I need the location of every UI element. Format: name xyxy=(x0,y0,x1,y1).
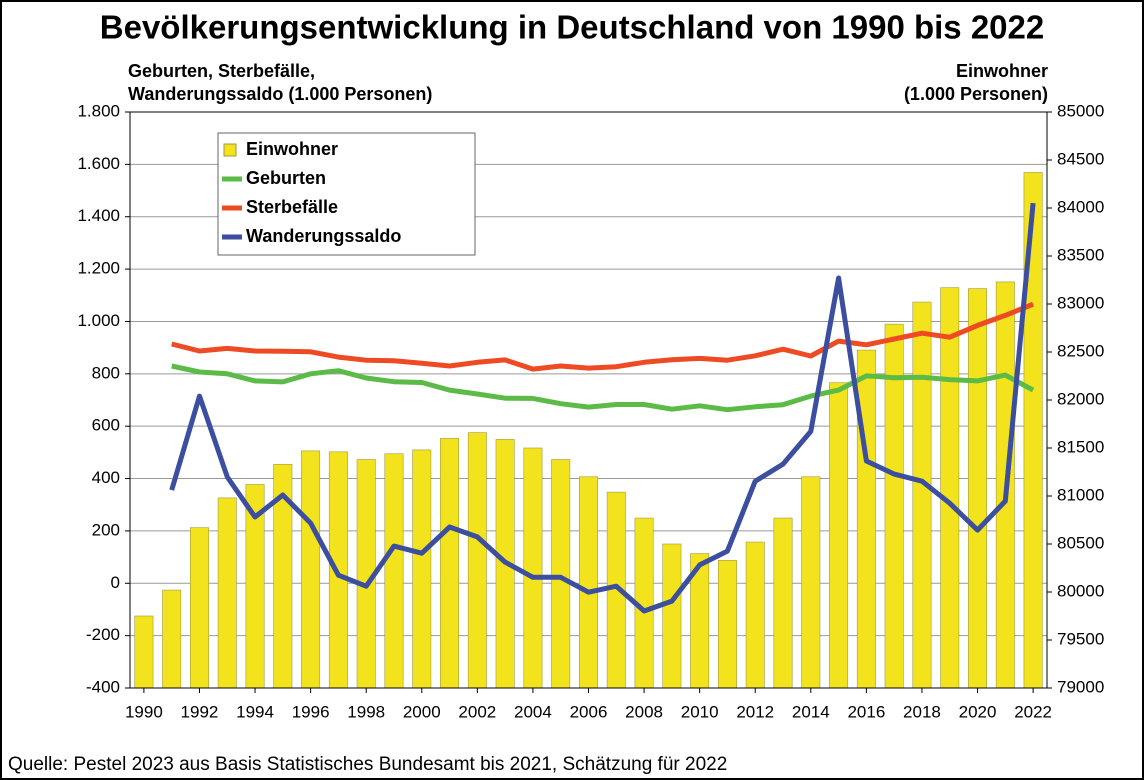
x-tick-label: 2000 xyxy=(403,702,441,721)
bar xyxy=(162,589,182,689)
bar xyxy=(189,527,209,689)
y-tick-label: -400 xyxy=(86,677,120,696)
x-tick-label: 2014 xyxy=(792,702,830,721)
x-tick-label: 2008 xyxy=(625,702,663,721)
y-tick-label: 1.000 xyxy=(77,311,120,330)
line xyxy=(169,202,1036,614)
y-axis-label: Wanderungssaldo (1.000 Personen) xyxy=(128,84,432,104)
plot-border xyxy=(129,111,1048,689)
x-tick-label: 1992 xyxy=(181,702,219,721)
y-tick-label: 1.600 xyxy=(77,154,120,173)
chart-title: Bevölkerungsentwicklung in Deutschland v… xyxy=(100,9,1044,46)
bar xyxy=(662,543,682,689)
bar xyxy=(301,450,321,689)
x-tick-label: 1998 xyxy=(347,702,385,721)
bar xyxy=(801,476,821,689)
bar xyxy=(912,301,932,689)
line xyxy=(171,301,1035,372)
y2-tick-label: 80500 xyxy=(1057,533,1104,552)
legend-label: Geburten xyxy=(246,168,326,188)
bar xyxy=(579,476,598,689)
y-tick-label: 0 xyxy=(111,573,120,592)
bar xyxy=(968,288,988,689)
legend-label: Einwohner xyxy=(246,139,338,159)
x-tick-label: 1994 xyxy=(236,702,274,721)
x-tick-label: 2010 xyxy=(681,702,719,721)
bar xyxy=(467,432,487,689)
x-tick-label: 2004 xyxy=(514,702,552,721)
bar xyxy=(717,560,737,689)
y2-tick-label: 80000 xyxy=(1057,581,1104,600)
bar xyxy=(745,541,765,689)
y2-tick-label: 82500 xyxy=(1057,341,1104,360)
y2-tick-label: 84500 xyxy=(1057,149,1104,168)
y2-tick-label: 81500 xyxy=(1057,437,1104,456)
bar xyxy=(523,447,543,689)
y-tick-label: 1.200 xyxy=(77,259,120,278)
bar xyxy=(551,459,571,689)
bar xyxy=(856,349,876,689)
x-tick-label: 2020 xyxy=(959,702,997,721)
x-tick-label: 2018 xyxy=(903,702,941,721)
bar xyxy=(412,449,432,689)
legend-label: Wanderungssaldo xyxy=(246,226,401,246)
legend-swatch xyxy=(223,143,237,157)
line xyxy=(171,363,1035,413)
y2-tick-label: 79000 xyxy=(1057,677,1104,696)
x-tick-label: 1996 xyxy=(292,702,330,721)
x-tick-label: 2006 xyxy=(570,702,608,721)
y-axis-label: Geburten, Sterbefälle, xyxy=(128,61,315,81)
y-tick-label: 600 xyxy=(92,416,120,435)
y-tick-label: -200 xyxy=(86,625,120,644)
bar xyxy=(829,382,849,689)
y2-axis-label: Einwohner xyxy=(956,61,1048,81)
source-note: Quelle: Pestel 2023 aus Basis Statistisc… xyxy=(8,754,727,775)
x-tick-label: 2022 xyxy=(1014,702,1052,721)
y-tick-label: 800 xyxy=(92,363,120,382)
y2-tick-label: 83000 xyxy=(1057,293,1104,312)
bar xyxy=(940,287,960,689)
y2-tick-label: 81000 xyxy=(1057,485,1104,504)
bar xyxy=(384,453,404,689)
bar xyxy=(440,438,460,689)
y2-tick-label: 84000 xyxy=(1057,197,1104,216)
x-tick-label: 2002 xyxy=(458,702,496,721)
y2-tick-label: 85000 xyxy=(1057,101,1104,120)
y-tick-label: 400 xyxy=(92,468,120,487)
y-tick-label: 1.800 xyxy=(77,101,120,120)
legend-box xyxy=(217,132,476,256)
x-tick-label: 2012 xyxy=(736,702,774,721)
legend-label: Sterbefälle xyxy=(246,197,338,217)
y2-axis-label: (1.000 Personen) xyxy=(904,84,1048,104)
bar xyxy=(134,615,154,689)
x-tick-label: 2016 xyxy=(847,702,885,721)
bar xyxy=(773,517,793,689)
y2-tick-label: 79500 xyxy=(1057,629,1104,648)
y-tick-label: 200 xyxy=(92,520,120,539)
y2-tick-label: 82000 xyxy=(1057,389,1104,408)
x-tick-label: 1990 xyxy=(125,702,163,721)
y-tick-label: 1.400 xyxy=(77,206,120,225)
bar xyxy=(217,497,237,689)
y2-tick-label: 83500 xyxy=(1057,245,1104,264)
